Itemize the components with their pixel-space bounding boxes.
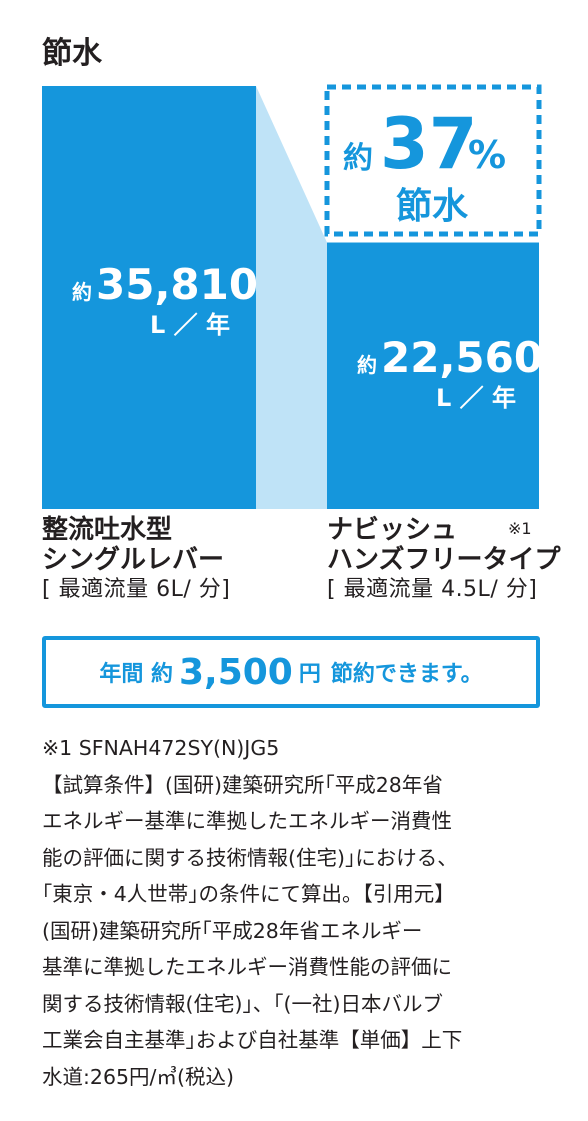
- savings-prefix: 年間 約: [99, 662, 173, 687]
- footnote-line: 工業会自主基準｣および自社基準【単価】上下: [42, 1028, 463, 1052]
- bar-value-number: 22,560: [381, 333, 543, 382]
- bar-value-unit: L ／ 年: [436, 384, 516, 412]
- footnote-line: ｢東京・4人世帯｣の条件にて算出。【引用元】: [42, 882, 455, 906]
- category-line1: ナビッシュ: [327, 515, 458, 545]
- category-spec: [ 最適流量 6L/ 分]: [42, 577, 231, 602]
- bar-value-prefix: 約: [357, 353, 377, 377]
- footnote-line: エネルギー基準に準拠したエネルギー消費性: [42, 809, 452, 833]
- bar-value-unit: L ／ 年: [150, 311, 230, 339]
- footnote-line: 【試算条件】(国研)建築研究所｢平成28年省: [42, 772, 443, 797]
- savings-amount: 3,500: [178, 651, 293, 693]
- badge-word: 節水: [396, 186, 469, 227]
- bar-value-label-navish: 約 22,560 L ／ 年: [357, 333, 543, 412]
- reduction-connector: [256, 86, 327, 509]
- badge-value: 37: [380, 103, 477, 185]
- saving-rate-badge: 約 37 % 節水: [343, 103, 506, 227]
- savings-unit: 円: [298, 662, 321, 687]
- page-title: 節水: [42, 36, 102, 71]
- category-spec: [ 最適流量 4.5L/ 分]: [327, 577, 538, 602]
- category-label-single-lever: 整流吐水型 シングルレバー [ 最適流量 6L/ 分]: [42, 515, 230, 605]
- footnote: ※1 SFNAH472SY(N)JG5 【試算条件】(国研)建築研究所｢平成28…: [42, 730, 548, 1095]
- footnote-line: 基準に準拠したエネルギー消費性能の評価に: [42, 955, 452, 979]
- footnote-marker: ※1: [508, 519, 532, 538]
- category-line2: シングルレバー: [42, 545, 225, 575]
- badge-percent: %: [468, 133, 506, 177]
- category-line2: ハンズフリータイプ: [327, 545, 561, 575]
- badge-prefix: 約: [343, 141, 373, 176]
- footnote-line: ※1 SFNAH472SY(N)JG5: [42, 736, 280, 760]
- annual-savings-box: 年間 約 3,500 円 節約できます。: [42, 636, 540, 708]
- category-label-navish: ナビッシュ ハンズフリータイプ [ 最適流量 4.5L/ 分]: [327, 515, 560, 605]
- footnote-line: 関する技術情報(住宅)｣、｢(一社)日本バルブ: [42, 991, 443, 1016]
- footnote-line: 能の評価に関する技術情報(住宅)｣における、: [42, 845, 458, 870]
- bar-value-label-single-lever: 約 35,810 L ／ 年: [72, 260, 258, 339]
- category-line1: 整流吐水型: [42, 515, 173, 545]
- saving-rate-badge-frame: [324, 84, 542, 237]
- savings-bar-chart: 約 35,810 L ／ 年 約 22,560 L ／ 年 約 37 % 節水: [42, 84, 543, 509]
- savings-suffix: 節約できます。: [330, 662, 483, 687]
- footnote-line: 水道:265円/㎥(税込): [42, 1064, 234, 1089]
- bar-single-lever: [42, 86, 256, 509]
- bar-navish-handsfree: [327, 242, 539, 509]
- bar-value-number: 35,810: [96, 260, 258, 309]
- bar-value-prefix: 約: [72, 280, 92, 304]
- footnote-line: (国研)建築研究所｢平成28年省エネルギー: [42, 918, 423, 943]
